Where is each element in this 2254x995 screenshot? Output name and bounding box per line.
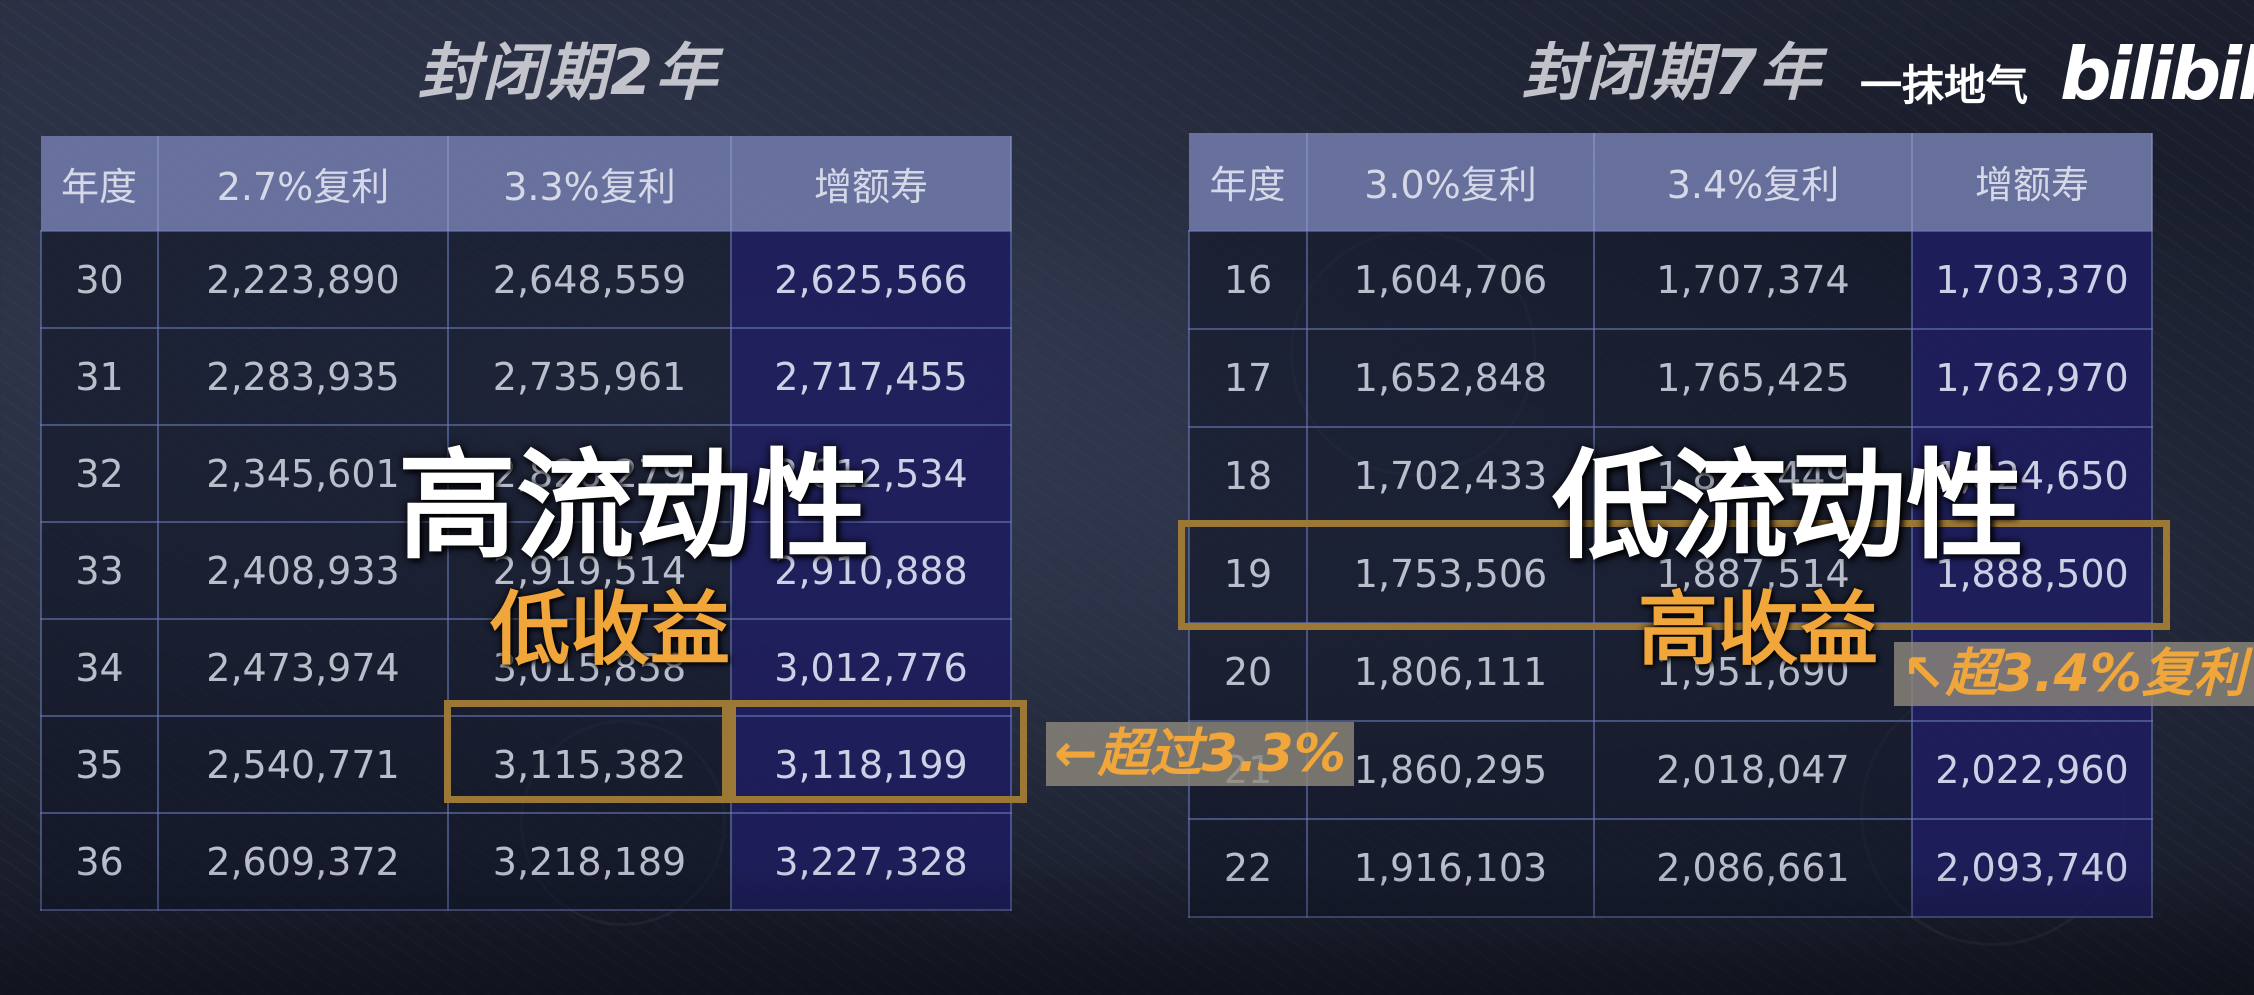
year-cell: 36 (40, 812, 159, 911)
left-overlay-subtitle: 低收益 (490, 583, 730, 676)
value-cell: 2,473,974 (157, 618, 449, 717)
column-header-rate-a: 2.7%复利 (158, 136, 449, 231)
year-cell: 34 (40, 618, 159, 717)
value-cell: 1,887,514 (1593, 524, 1913, 624)
column-header-rate-a: 3.0%复利 (1307, 133, 1595, 231)
right-comparison-table: 年度 3.0%复利 3.4%复利 增额寿 16 1,604,706 1,707,… (1188, 133, 2153, 918)
left-overlay-title: 高流动性 (398, 437, 871, 575)
table-row: 19 1,753,506 1,887,514 1,888,500 (1188, 524, 2153, 624)
value-cell: 2,540,771 (157, 715, 449, 814)
highlight-frame-left-insurance (729, 700, 1027, 803)
year-cell: 22 (1188, 818, 1308, 918)
insurance-value-cell: 2,093,740 (1911, 818, 2153, 918)
table-row: 18 1,702,433 1,825,449 1,824,650 (1188, 426, 2153, 526)
table-row: 21 1,860,295 2,018,047 2,022,960 (1188, 720, 2153, 820)
table-row: 36 2,609,372 3,218,189 3,227,328 (40, 812, 1012, 911)
insurance-value-cell: 3,012,776 (730, 618, 1012, 717)
value-cell: 2,609,372 (157, 812, 449, 911)
left-annotation-note: ←超过3.3% (1046, 722, 1354, 786)
year-cell: 32 (40, 424, 159, 523)
value-cell: 1,860,295 (1306, 720, 1595, 820)
value-cell: 1,765,425 (1593, 328, 1913, 428)
value-cell: 2,408,933 (157, 521, 449, 620)
arrow-up-left-icon: ↖ (1902, 644, 1946, 704)
value-cell: 1,652,848 (1306, 328, 1595, 428)
arrow-left-icon: ← (1054, 724, 1098, 784)
insurance-value-cell: 1,703,370 (1911, 230, 2153, 330)
bilibili-logo: bilibili (2060, 32, 2254, 116)
table-header-row: 年度 2.7%复利 3.3%复利 增额寿 (41, 136, 1012, 231)
insurance-value-cell: 1,762,970 (1911, 328, 2153, 428)
table-row: 17 1,652,848 1,765,425 1,762,970 (1188, 328, 2153, 428)
left-section-title: 封闭期2年 (418, 36, 720, 109)
value-cell: 2,345,601 (157, 424, 449, 523)
right-annotation-text: 超3.4%复利 (1945, 644, 2246, 704)
insurance-value-cell: 3,227,328 (730, 812, 1012, 911)
value-cell: 1,702,433 (1306, 426, 1595, 526)
column-header-year: 年度 (1189, 133, 1308, 231)
value-cell: 2,826,279 (447, 424, 732, 523)
year-cell: 33 (40, 521, 159, 620)
value-cell: 1,753,506 (1306, 524, 1595, 624)
left-annotation-text: 超过3.3% (1097, 724, 1346, 784)
insurance-value-cell: 1,824,650 (1911, 426, 2153, 526)
insurance-value-cell: 2,717,455 (730, 327, 1012, 426)
insurance-value-cell: 2,022,960 (1911, 720, 2153, 820)
value-cell: 2,018,047 (1593, 720, 1913, 820)
year-cell: 16 (1188, 230, 1308, 330)
insurance-value-cell: 1,888,500 (1911, 524, 2153, 624)
right-section-title: 封闭期7年 (1522, 36, 1824, 109)
channel-name: 一抹地气 (1860, 61, 2029, 110)
table-row: 32 2,345,601 2,826,279 2,812,534 (40, 424, 1012, 523)
right-annotation-note: ↖超3.4%复利 (1894, 642, 2254, 706)
table-row: 33 2,408,933 2,919,514 2,910,888 (40, 521, 1012, 620)
value-cell: 2,735,961 (447, 327, 732, 426)
highlight-frame-left-rate (444, 700, 729, 803)
value-cell: 2,223,890 (157, 230, 449, 329)
value-cell: 1,916,103 (1306, 818, 1595, 918)
year-cell: 17 (1188, 328, 1308, 428)
column-header-insurance: 增额寿 (1912, 133, 2153, 231)
value-cell: 2,283,935 (157, 327, 449, 426)
column-header-insurance: 增额寿 (731, 136, 1012, 231)
year-cell: 31 (40, 327, 159, 426)
value-cell: 2,086,661 (1593, 818, 1913, 918)
column-header-rate-b: 3.3%复利 (448, 136, 732, 231)
year-cell: 18 (1188, 426, 1308, 526)
value-cell: 1,951,690 (1593, 622, 1913, 722)
year-cell: 30 (40, 230, 159, 329)
insurance-value-cell: 2,910,888 (730, 521, 1012, 620)
right-overlay-subtitle: 高收益 (1638, 583, 1878, 676)
table-row: 16 1,604,706 1,707,374 1,703,370 (1188, 230, 2153, 330)
value-cell: 1,806,111 (1306, 622, 1595, 722)
value-cell: 2,648,559 (447, 230, 732, 329)
year-cell: 19 (1188, 524, 1308, 624)
year-cell: 35 (40, 715, 159, 814)
insurance-value-cell: 2,625,566 (730, 230, 1012, 329)
value-cell: 1,604,706 (1306, 230, 1595, 330)
column-header-year: 年度 (41, 136, 159, 231)
value-cell: 3,218,189 (447, 812, 732, 911)
value-cell: 1,825,449 (1593, 426, 1913, 526)
year-cell: 20 (1188, 622, 1308, 722)
table-row: 31 2,283,935 2,735,961 2,717,455 (40, 327, 1012, 426)
insurance-value-cell: 2,812,534 (730, 424, 1012, 523)
value-cell: 2,919,514 (447, 521, 732, 620)
table-header-row: 年度 3.0%复利 3.4%复利 增额寿 (1189, 133, 2153, 231)
right-overlay-title: 低流动性 (1552, 437, 2025, 575)
highlight-frame-right-row (1178, 520, 2170, 630)
column-header-rate-b: 3.4%复利 (1594, 133, 1913, 231)
table-row: 22 1,916,103 2,086,661 2,093,740 (1188, 818, 2153, 918)
value-cell: 1,707,374 (1593, 230, 1913, 330)
table-row: 30 2,223,890 2,648,559 2,625,566 (40, 230, 1012, 329)
